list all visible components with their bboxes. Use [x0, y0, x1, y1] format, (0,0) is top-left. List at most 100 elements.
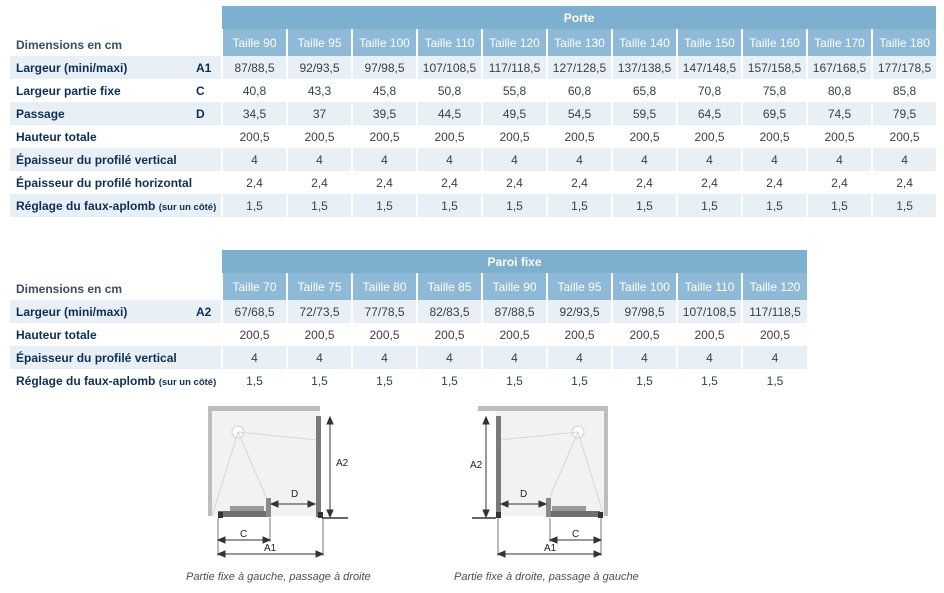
row-label-text: Épaisseur du profilé vertical — [16, 152, 177, 167]
tray-slope-lines — [211, 431, 319, 517]
value-cell: 40,8 — [221, 79, 287, 102]
wall-left — [208, 406, 212, 516]
dim-c-right — [548, 536, 603, 544]
value-cell: 2,4 — [676, 171, 742, 194]
value-cell: 72/73,5 — [286, 300, 352, 323]
row-label: Largeur (mini/maxi) — [10, 56, 192, 79]
right-profile — [316, 416, 321, 517]
value-cell: 1,5 — [351, 369, 417, 392]
value-cell: 4 — [870, 148, 937, 171]
porte-title: Porte — [222, 6, 937, 29]
row-code: A1 — [192, 56, 222, 79]
row-label: Épaisseur du profilé horizontal — [10, 171, 192, 194]
row-code: D — [192, 102, 222, 125]
value-cell: 2,4 — [611, 171, 677, 194]
row-label-text: Hauteur totale — [16, 327, 97, 342]
value-cell: 1,5 — [806, 194, 872, 217]
spec-row: Passage D 34,5 37 39,5 44,5 49,5 54,5 59,5 64,5 69… — [10, 102, 937, 125]
value-cell: 4 — [806, 148, 872, 171]
dim-c-left — [216, 536, 272, 544]
value-cell: 4 — [481, 346, 547, 369]
value-cell: 54,5 — [546, 102, 612, 125]
value-cell: 1,5 — [870, 194, 937, 217]
row-label: Largeur (mini/maxi) — [10, 300, 192, 323]
value-cell: 1,5 — [286, 369, 352, 392]
spec-row: Hauteur totale 200,5 200,5 200,5 200,5 200,5 2… — [10, 323, 808, 346]
fixed-panel-top — [230, 506, 264, 512]
row-label-text: Largeur (mini/maxi) — [16, 60, 128, 75]
door-profile — [546, 498, 551, 517]
value-cell: 44,5 — [416, 102, 482, 125]
size-header: Taille 95 — [286, 29, 352, 56]
value-cell: 1,5 — [481, 369, 547, 392]
value-cell: 107/108,5 — [676, 300, 742, 323]
shower-tray — [496, 406, 608, 516]
row-code: A2 — [192, 300, 222, 323]
dim-a1-right — [496, 550, 603, 558]
size-header: Taille 70 — [221, 273, 287, 300]
value-cell: 65,8 — [611, 79, 677, 102]
title-spacer — [192, 6, 222, 29]
size-header: Taille 80 — [351, 273, 417, 300]
value-cell: 4 — [286, 346, 352, 369]
value-cell: 45,8 — [351, 79, 417, 102]
wall-right — [604, 406, 608, 516]
value-cell: 2,4 — [351, 171, 417, 194]
dim-a2-left — [326, 415, 334, 519]
value-cell: 4 — [481, 148, 547, 171]
value-cell: 39,5 — [351, 102, 417, 125]
tray-slope-lines — [499, 431, 605, 517]
value-cell: 4 — [286, 148, 352, 171]
spec-row: Épaisseur du profilé horizontal 2,4 2,4 2,4… — [10, 171, 937, 194]
porte-size-row: Dimensions en cm Taille 90 Taille 95 Taill… — [10, 29, 937, 56]
row-label: Passage — [10, 102, 192, 125]
value-cell: 200,5 — [611, 125, 677, 148]
value-cell: 200,5 — [416, 125, 482, 148]
value-cell: 70,8 — [676, 79, 742, 102]
row-label-text: Réglage du faux-aplomb — [16, 198, 156, 213]
wall-top — [208, 406, 320, 411]
right-foot — [598, 512, 603, 518]
value-cell: 97/98,5 — [611, 300, 677, 323]
value-cell: 60,8 — [546, 79, 612, 102]
value-cell: 1,5 — [741, 194, 807, 217]
row-label-note: (sur un côté) — [158, 201, 217, 213]
label-a1: A1 — [264, 543, 277, 554]
value-cell: 200,5 — [676, 323, 742, 346]
size-header: Taille 90 — [481, 273, 547, 300]
row-label: Réglage du faux-aplomb (sur un côté) — [10, 369, 216, 392]
row-label-text: Épaisseur du profilé horizontal — [16, 175, 193, 190]
size-header: Taille 120 — [481, 29, 547, 56]
value-cell: 1,5 — [676, 194, 742, 217]
size-header: Taille 85 — [416, 273, 482, 300]
value-cell: 4 — [741, 148, 807, 171]
size-header: Taille 100 — [611, 273, 677, 300]
size-header: Taille 170 — [806, 29, 872, 56]
value-cell: 200,5 — [286, 323, 352, 346]
value-cell: 4 — [416, 148, 482, 171]
value-cell: 2,4 — [870, 171, 937, 194]
title-spacer — [10, 250, 192, 273]
row-code — [192, 323, 222, 346]
value-cell: 177/178,5 — [870, 56, 937, 79]
value-cell: 4 — [546, 346, 612, 369]
value-cell: 1,5 — [481, 194, 547, 217]
row-label-text: Passage — [16, 106, 65, 121]
size-header: Taille 140 — [611, 29, 677, 56]
door-profile — [266, 498, 271, 517]
size-header: Taille 110 — [676, 273, 742, 300]
value-cell: 4 — [611, 346, 677, 369]
value-cell: 200,5 — [481, 125, 547, 148]
label-a2: A2 — [470, 460, 483, 471]
value-cell: 77/78,5 — [351, 300, 417, 323]
value-cell: 200,5 — [546, 323, 612, 346]
value-cell: 97/98,5 — [351, 56, 417, 79]
value-cell: 200,5 — [481, 323, 547, 346]
row-label: Hauteur totale — [10, 323, 192, 346]
size-header: Taille 95 — [546, 273, 612, 300]
value-cell: 200,5 — [351, 125, 417, 148]
value-cell: 117/118,5 — [740, 300, 808, 323]
spec-row: Largeur (mini/maxi) A1 87/88,5 92/93,5 97/98… — [10, 56, 937, 79]
size-header: Taille 130 — [546, 29, 612, 56]
row-code — [192, 171, 222, 194]
